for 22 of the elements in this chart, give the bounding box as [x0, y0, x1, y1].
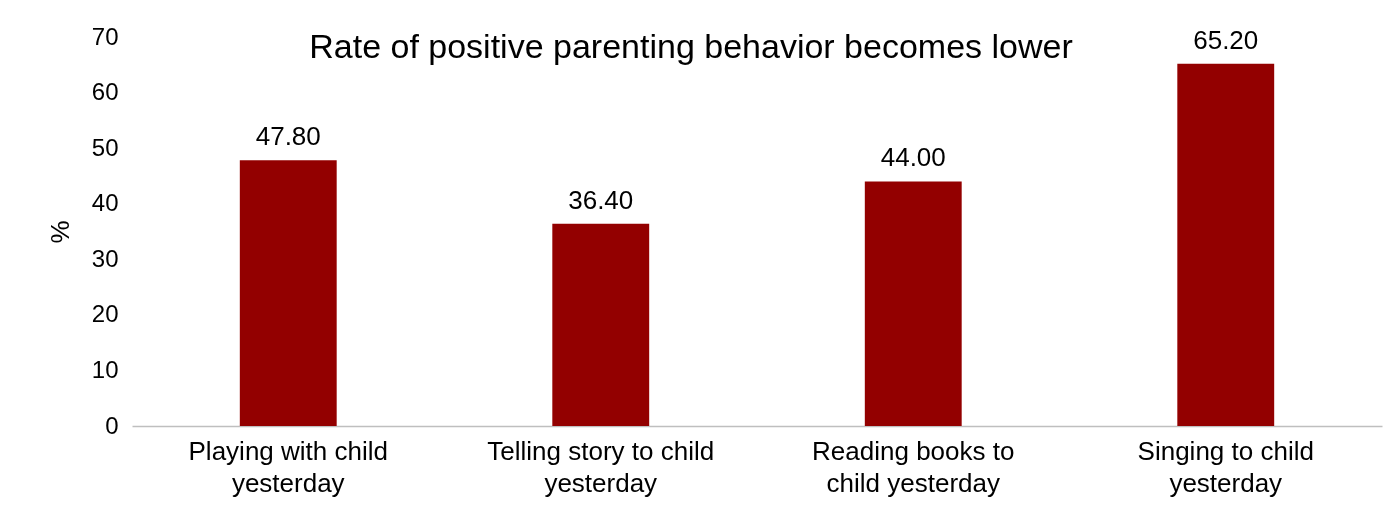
x-tick-label: Telling story to child yesterday: [487, 435, 715, 498]
x-tick-label: Playing with child yesterday: [188, 435, 388, 498]
data-label: 47.80: [255, 121, 321, 152]
x-tick-label: Singing to child yesterday: [1137, 435, 1314, 498]
data-label: 44.00: [880, 142, 946, 173]
bar: [1177, 63, 1275, 426]
y-tick-label: 40: [91, 189, 119, 217]
data-label: 65.20: [1193, 24, 1259, 55]
bar: [864, 181, 962, 426]
y-tick-label: 10: [91, 355, 119, 383]
bar: [239, 160, 337, 426]
bar: [552, 223, 650, 426]
y-tick-label: 0: [105, 411, 119, 439]
y-tick-label: 60: [91, 78, 119, 106]
y-tick-label: 50: [91, 133, 119, 161]
y-tick-label: 20: [91, 300, 119, 328]
chart-title: Rate of positive parenting behavior becomes lower: [309, 27, 1073, 65]
x-tick-label: Reading books to child yesterday: [812, 435, 1015, 498]
data-label: 36.40: [568, 184, 634, 215]
y-tick-label: 30: [91, 244, 119, 272]
y-tick-label: 70: [91, 22, 119, 50]
y-axis-title: %: [44, 220, 75, 244]
